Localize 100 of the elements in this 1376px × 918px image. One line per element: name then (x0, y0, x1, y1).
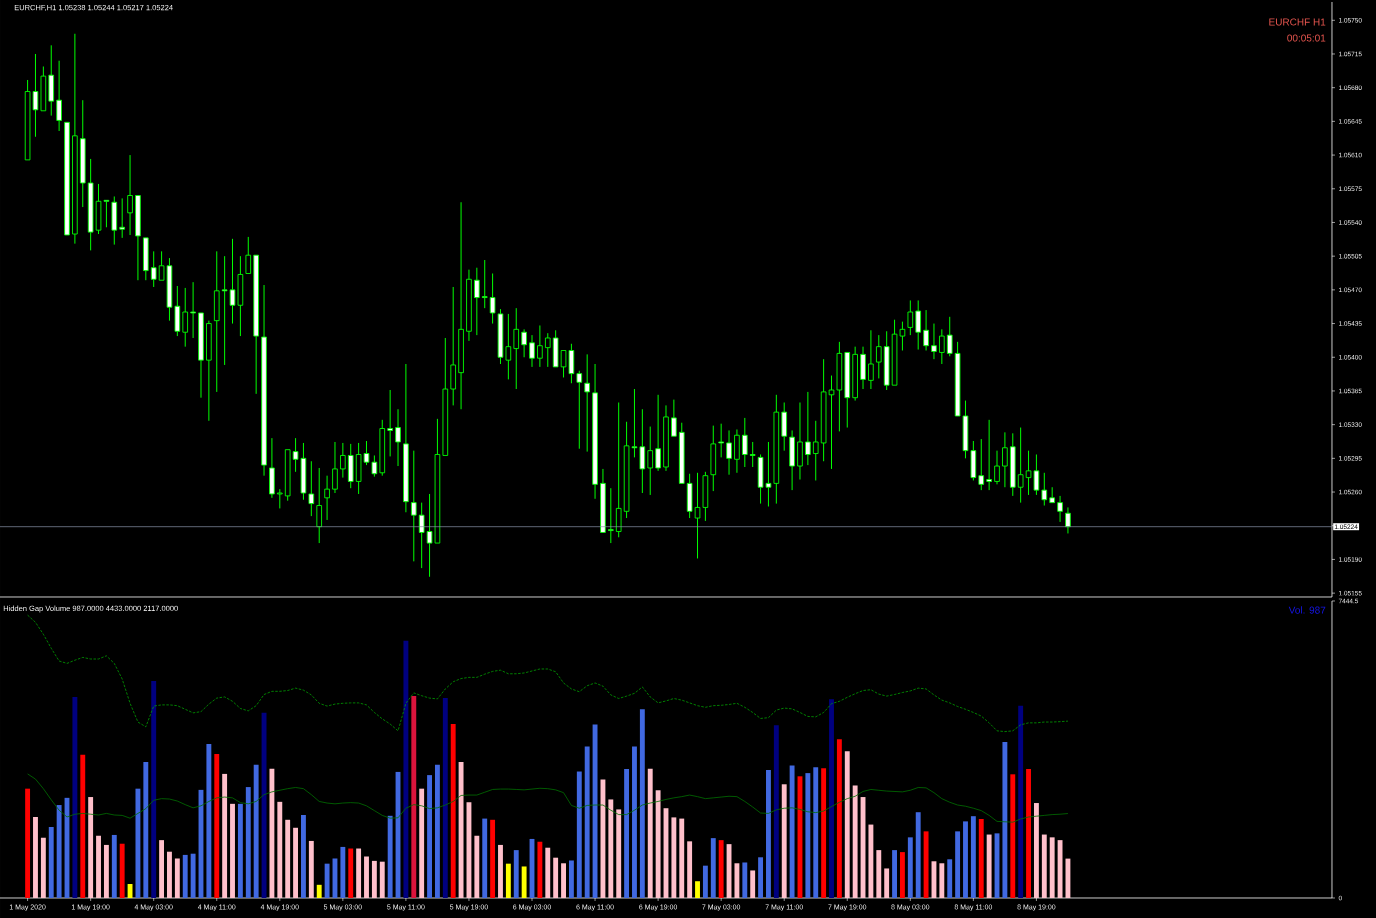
bar (568, 860, 574, 898)
bar (600, 779, 606, 898)
candlestick (395, 408, 401, 467)
bar (1033, 803, 1039, 898)
bar (553, 857, 559, 898)
bar (545, 847, 551, 898)
bar (301, 815, 306, 898)
candlestick (481, 259, 488, 309)
bar (963, 821, 968, 898)
bar (174, 858, 180, 898)
candlestick (213, 250, 220, 393)
candlestick (1017, 427, 1024, 504)
bar (923, 831, 929, 898)
bar (56, 805, 62, 898)
bar (710, 838, 716, 898)
bar (679, 818, 685, 898)
bar (324, 863, 330, 898)
bar (1041, 834, 1047, 898)
candlestick (458, 201, 464, 410)
bar (947, 859, 953, 898)
candlestick (552, 329, 559, 368)
bar (434, 764, 440, 898)
candlestick (647, 426, 654, 496)
candlestick (450, 286, 457, 406)
bar (190, 853, 196, 898)
candlestick (773, 394, 780, 505)
candlestick (111, 195, 118, 246)
bar (1010, 774, 1016, 898)
candlestick (119, 197, 125, 239)
candlestick (340, 442, 346, 479)
bar (978, 818, 984, 898)
candlestick (978, 438, 985, 491)
candlestick (174, 285, 181, 337)
bar (884, 868, 890, 898)
bar (513, 850, 519, 898)
candlestick (844, 351, 851, 429)
candlestick (608, 487, 614, 544)
bar (308, 840, 314, 898)
bar (986, 834, 992, 898)
bar (143, 761, 149, 898)
bar (836, 739, 842, 898)
candlestick (994, 450, 1000, 485)
bar (285, 819, 291, 898)
candlestick (939, 328, 945, 365)
bar (537, 841, 543, 898)
candlestick (718, 423, 724, 458)
bar (687, 841, 693, 898)
bar (584, 746, 590, 898)
candlestick (1065, 506, 1071, 534)
bar (356, 848, 362, 898)
candlestick (986, 419, 992, 491)
candlestick (418, 502, 425, 569)
candlestick (127, 154, 133, 236)
bar (750, 870, 756, 898)
candlestick (48, 44, 55, 117)
bar (167, 851, 172, 898)
candlestick (584, 353, 590, 453)
bar (821, 768, 827, 898)
candlestick (276, 488, 283, 509)
bar (655, 790, 661, 898)
bar (245, 787, 251, 898)
candlestick (261, 284, 267, 477)
bar (498, 844, 503, 898)
bar (521, 866, 527, 898)
bar (80, 754, 86, 898)
candlestick (537, 324, 543, 368)
bar (907, 837, 913, 898)
candlestick (466, 269, 472, 342)
bar (340, 846, 346, 898)
bar (40, 837, 46, 898)
candlestick (852, 346, 858, 402)
candlestick (883, 330, 890, 391)
candlestick (316, 467, 323, 544)
bar (237, 803, 243, 898)
bar (639, 709, 645, 898)
bar (151, 680, 157, 898)
candlestick (40, 65, 47, 112)
bar (411, 696, 417, 898)
bar (813, 767, 819, 898)
bar (230, 803, 235, 898)
candlestick (663, 404, 669, 472)
annotation: 00:05:01 (1287, 34, 1326, 42)
bar (616, 809, 622, 898)
candlestick (812, 420, 819, 481)
bar (182, 854, 188, 898)
candlestick (1049, 486, 1055, 504)
candlestick (206, 320, 212, 422)
candlestick (931, 323, 937, 360)
bar (1018, 705, 1024, 898)
bar (111, 834, 117, 898)
candlestick (805, 391, 811, 466)
bar (742, 862, 748, 898)
bar (852, 785, 858, 898)
bar (695, 881, 700, 898)
bar (876, 850, 882, 898)
candlestick (135, 195, 141, 281)
candlestick (410, 450, 417, 562)
candlestick (529, 334, 535, 368)
bar (277, 801, 283, 898)
candlestick (655, 394, 661, 472)
